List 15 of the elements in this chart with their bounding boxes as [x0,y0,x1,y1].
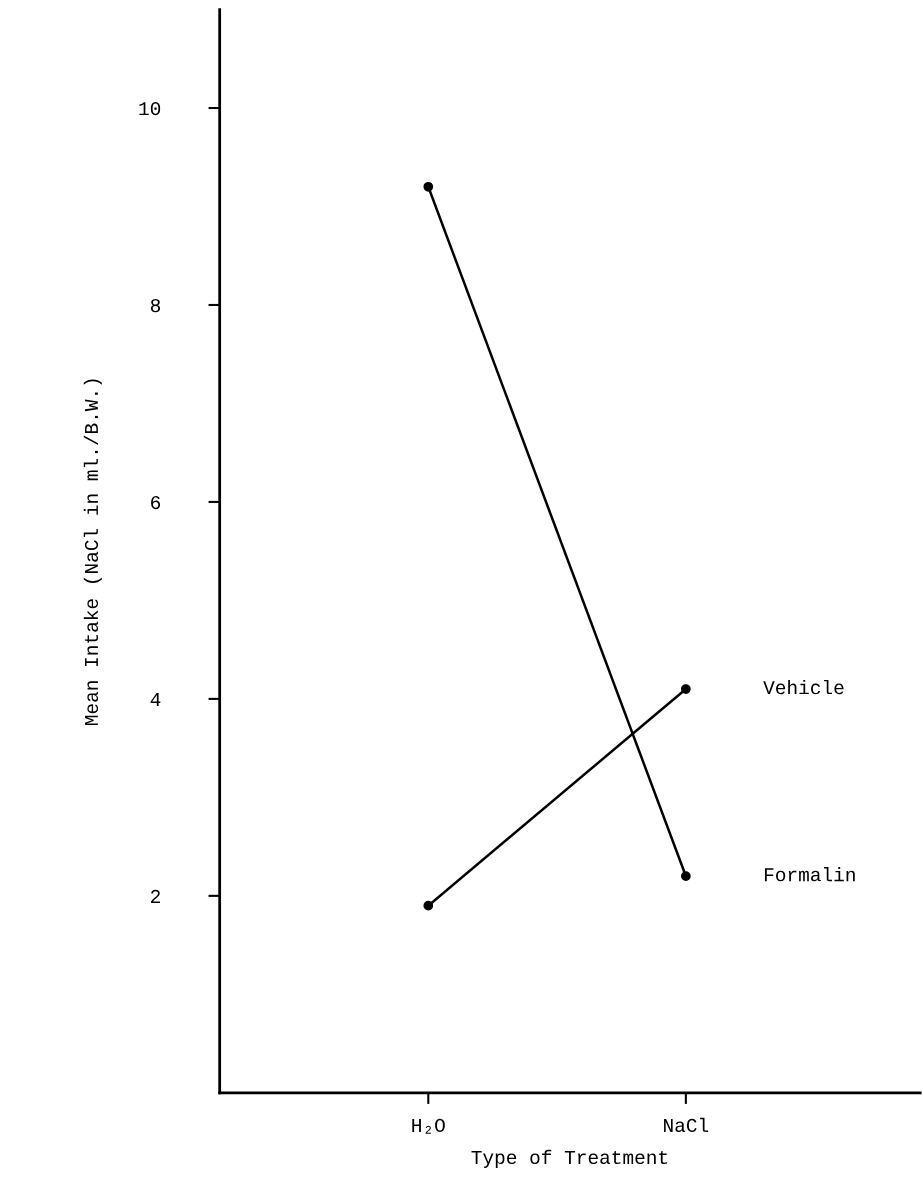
y-tick-label: 4 [150,693,161,706]
x-axis-title: Type of Treatment [471,1149,668,1168]
x-tick-label: NaCl [664,1117,709,1133]
point [680,684,691,694]
text: Formalin [764,867,855,882]
y-axis-title: Mean Intake (NaCl in ml./B.W.) [83,379,102,725]
point [423,900,434,911]
y-tick-label: 8 [150,299,161,313]
text: Vehicle [763,679,844,695]
point [680,871,691,882]
y-tick-label: 10 [139,102,161,116]
point [423,181,434,192]
y-tick-label: 2 [151,889,160,903]
x-tick-label: H₂O [412,1118,445,1134]
y-tick-label: 6 [151,495,161,510]
